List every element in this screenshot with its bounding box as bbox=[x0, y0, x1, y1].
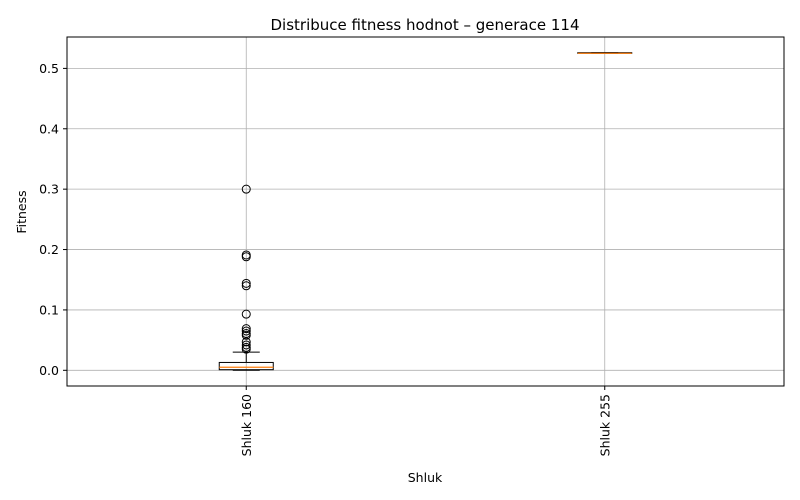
outlier-point bbox=[241, 278, 251, 288]
outlier-point bbox=[241, 324, 251, 334]
outlier-point bbox=[241, 252, 251, 262]
y-tick-label: 0.4 bbox=[39, 121, 59, 136]
outlier-point bbox=[241, 326, 251, 336]
outlier-point bbox=[241, 309, 251, 319]
outlier-point bbox=[241, 184, 251, 194]
outlier-point bbox=[241, 340, 251, 350]
box-shluk-160 bbox=[218, 184, 274, 371]
x-axis: Shluk 160 Shluk 255 bbox=[239, 386, 612, 456]
y-tick-label: 0.2 bbox=[39, 242, 59, 257]
chart-title: Distribuce fitness hodnot – generace 114 bbox=[270, 16, 579, 34]
x-tick-label: Shluk 255 bbox=[597, 394, 612, 456]
y-tick-label: 0.5 bbox=[39, 61, 59, 76]
y-tick-label: 0.0 bbox=[39, 363, 59, 378]
x-axis-label: Shluk bbox=[408, 470, 443, 485]
plot-area-frame bbox=[66, 36, 785, 387]
outlier-point bbox=[241, 337, 251, 347]
outlier-point bbox=[241, 281, 251, 291]
y-tick-label: 0.1 bbox=[39, 302, 59, 317]
box-shluk-255 bbox=[577, 52, 633, 54]
outlier-point bbox=[241, 330, 251, 340]
outlier-point bbox=[241, 344, 251, 354]
box-plot-series bbox=[218, 52, 633, 371]
y-axis-label: Fitness bbox=[14, 190, 29, 233]
y-tick-label: 0.3 bbox=[39, 182, 59, 197]
x-tick-label: Shluk 160 bbox=[239, 394, 254, 456]
interquartile-box bbox=[218, 361, 274, 371]
grid-lines bbox=[67, 37, 784, 386]
y-axis: 0.0 0.1 0.2 0.3 0.4 0.5 bbox=[39, 61, 67, 378]
